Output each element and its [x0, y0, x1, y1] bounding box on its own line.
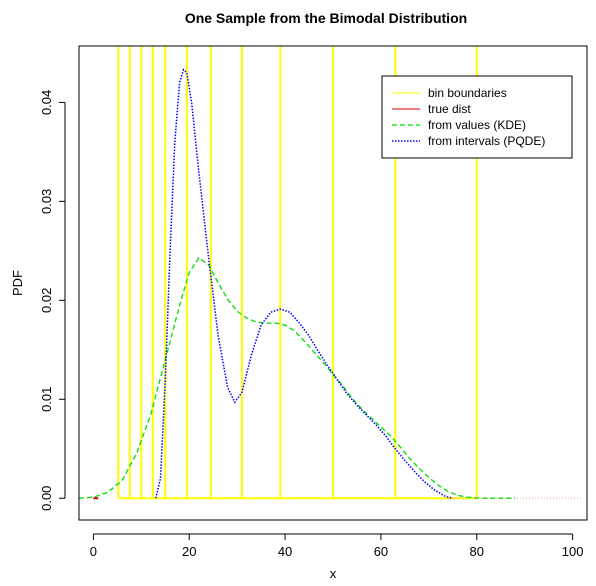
x-tick-label: 20 — [182, 544, 196, 559]
y-tick-label: 0.00 — [39, 486, 54, 511]
x-tick-label: 60 — [374, 544, 388, 559]
y-tick-label: 0.01 — [39, 387, 54, 412]
legend-label-2: from values (KDE) — [428, 118, 526, 132]
legend-label-3: from intervals (PQDE) — [428, 134, 545, 148]
kde-line — [78, 256, 516, 499]
plot-frame — [78, 45, 588, 521]
x-axis-label: x — [330, 566, 337, 581]
y-tick-label: 0.03 — [39, 189, 54, 214]
y-axis-label: PDF — [10, 270, 25, 296]
y-tick-label: 0.02 — [39, 288, 54, 313]
axes: 0 20 40 60 80 100 0.00 0.01 0.02 0.03 0.04 — [39, 90, 583, 559]
legend-label-0: bin boundaries — [428, 86, 507, 100]
x-tick-label: 40 — [278, 544, 292, 559]
pqde-line — [154, 68, 453, 499]
y-tick-label: 0.04 — [39, 90, 54, 115]
legend: bin boundaries true dist from values (KDE)… — [381, 75, 573, 159]
x-tick-label: 80 — [470, 544, 484, 559]
legend-label-1: true dist — [428, 102, 471, 116]
x-tick-label: 100 — [562, 544, 584, 559]
legend-box — [381, 75, 573, 159]
chart-title: One Sample from the Bimodal Distribution — [185, 10, 467, 26]
x-tick-label: 0 — [90, 544, 97, 559]
